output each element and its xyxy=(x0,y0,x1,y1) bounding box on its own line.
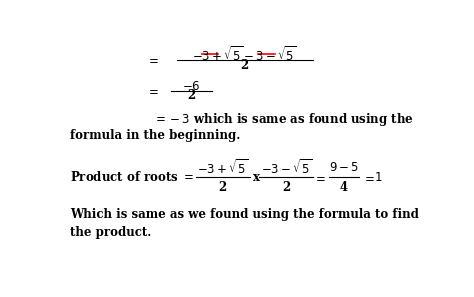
Text: formula in the beginning.: formula in the beginning. xyxy=(70,129,241,142)
Text: $-6$: $-6$ xyxy=(182,80,201,93)
Text: $-3-\sqrt{5}$: $-3-\sqrt{5}$ xyxy=(261,158,312,177)
Text: x: x xyxy=(253,171,260,184)
Text: 4: 4 xyxy=(340,181,348,194)
Text: $-3+\sqrt{5}-3-\sqrt{5}$: $-3+\sqrt{5}-3-\sqrt{5}$ xyxy=(192,46,297,64)
Text: $=$: $=$ xyxy=(313,171,326,184)
Text: 2: 2 xyxy=(241,59,249,72)
Text: $-3+\sqrt{5}$: $-3+\sqrt{5}$ xyxy=(197,158,248,177)
Text: $= -3$ which is same as found using the: $= -3$ which is same as found using the xyxy=(153,110,414,128)
Text: $=$: $=$ xyxy=(146,53,159,66)
Text: Product of roots $=$: Product of roots $=$ xyxy=(70,170,194,184)
Text: the product.: the product. xyxy=(70,226,152,239)
Text: $1$: $1$ xyxy=(374,171,383,184)
Text: $9-5$: $9-5$ xyxy=(329,161,359,174)
Text: 2: 2 xyxy=(187,89,196,102)
Text: $=$: $=$ xyxy=(362,171,375,184)
Text: $=$: $=$ xyxy=(146,84,159,97)
Text: Which is same as we found using the formula to find: Which is same as we found using the form… xyxy=(70,208,419,220)
Text: 2: 2 xyxy=(282,181,291,194)
Text: 2: 2 xyxy=(219,181,227,194)
